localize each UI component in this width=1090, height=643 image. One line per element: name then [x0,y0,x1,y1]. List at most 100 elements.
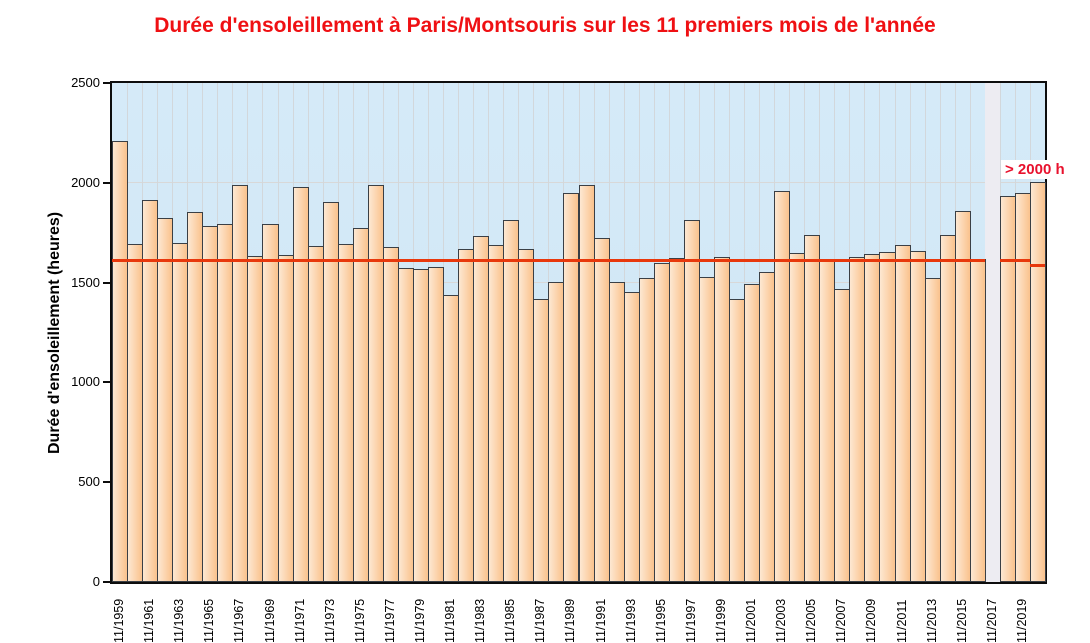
x-tick-label-2007: 11/2007 [834,598,849,643]
bar-1991 [593,237,610,582]
bar-1974 [337,243,354,582]
bar-1993 [623,291,640,582]
bar-1965 [202,225,219,582]
x-tick-label-1971: 11/1971 [292,598,307,643]
bar-1984 [488,244,505,582]
y-tick-mark [103,181,110,184]
mean-line-segment-1 [112,258,985,262]
x-tick-label-1985: 11/1985 [503,598,518,643]
x-tick-label-1969: 11/1969 [262,598,277,643]
bar-2018 [999,195,1016,582]
bar-1969 [262,223,279,582]
bar-2002 [759,271,776,582]
bar-1960 [127,243,144,582]
bar-1975 [352,227,369,582]
bar-2003 [774,190,791,582]
bar-2015 [954,210,971,582]
bar-1967 [232,184,249,582]
x-tick-label-1975: 11/1975 [352,598,367,643]
x-tick-label-1983: 11/1983 [473,598,488,643]
bar-2008 [849,256,866,582]
x-tick-label-2013: 11/2013 [924,598,939,643]
y-tick-mark [103,281,110,284]
bar-1959 [112,140,129,582]
bar-1986 [518,248,535,582]
missing-data-column-2017 [984,83,1000,582]
bar-2019 [1014,192,1031,582]
x-tick-label-2003: 11/2003 [774,598,789,643]
bar-2016 [969,258,986,582]
x-tick-label-1963: 11/1963 [172,598,187,643]
y-tick-label-1000: 1000 [71,374,100,390]
bar-2011 [894,244,911,582]
bar-2004 [789,252,806,582]
bar-1977 [382,246,399,582]
bar-2010 [879,251,896,582]
x-tick-label-1995: 11/1995 [653,598,668,643]
x-tick-label-1987: 11/1987 [533,598,548,643]
x-tick-label-2009: 11/2009 [864,598,879,643]
bar-1985 [503,219,520,582]
bar-1988 [548,281,565,582]
bar-1962 [157,217,174,582]
bar-2012 [909,250,926,582]
bar-1997 [683,219,700,582]
x-tick-label-1967: 11/1967 [232,598,247,643]
bar-2001 [744,283,761,582]
y-tick-mark [103,381,110,384]
y-tick-label-2500: 2500 [71,75,100,90]
bar-2013 [924,277,941,582]
bar-1998 [698,276,715,582]
bar-1983 [473,235,490,582]
x-tick-label-2001: 11/2001 [744,598,759,643]
x-tick-label-1981: 11/1981 [443,598,458,643]
bar-1995 [653,262,670,582]
y-tick-label-1500: 1500 [71,274,100,290]
y-tick-mark [103,82,110,84]
x-tick-label-1977: 11/1977 [382,598,397,643]
bar-1989 [563,192,580,582]
bar-1982 [458,248,475,582]
bar-1979 [412,268,429,582]
x-tick-label-1961: 11/1961 [142,598,157,643]
bar-1987 [533,298,550,582]
x-tick-label-1993: 11/1993 [623,598,638,643]
bar-2014 [939,234,956,582]
bar-1990 [578,184,595,582]
bar-1963 [172,242,189,582]
x-tick-label-1997: 11/1997 [683,598,698,643]
plot-area [110,81,1047,584]
mean-line-segment-3 [1029,263,1045,267]
bar-1994 [638,277,655,582]
bar-2005 [804,234,821,582]
bar-1966 [217,223,234,582]
bar-1981 [443,294,460,582]
x-tick-label-2015: 11/2015 [954,598,969,643]
bar-1968 [247,255,264,582]
bar-2000 [728,298,746,582]
x-tick-label-2011: 11/2011 [894,599,909,643]
bar-1961 [142,199,159,582]
bar-2020 [1029,181,1046,582]
bar-1978 [397,267,414,582]
bar-1972 [307,245,324,582]
bar-1980 [428,266,445,582]
x-tick-label-2019: 11/2019 [1014,598,1029,643]
bar-1999 [713,256,730,582]
bar-1971 [292,186,309,582]
y-axis-title: Durée d'ensoleillement (heures) [46,211,63,454]
x-tick-label-1999: 11/1999 [713,598,728,643]
y-tick-mark [103,481,110,484]
bar-2009 [864,253,881,582]
x-tick-label-2005: 11/2005 [804,598,819,643]
y-tick-label-0: 0 [92,574,100,589]
bar-2007 [834,288,851,582]
mean-line-segment-2 [999,258,1030,262]
bar-1992 [608,281,625,582]
bar-1976 [367,184,384,582]
annotation-over-2000h: > 2000 h [1001,160,1069,179]
x-tick-label-1979: 11/1979 [412,598,427,643]
x-tick-label-2017: 11/2017 [984,598,999,643]
x-tick-label-1965: 11/1965 [202,598,217,643]
x-tick-label-1959: 11/1959 [112,598,127,643]
